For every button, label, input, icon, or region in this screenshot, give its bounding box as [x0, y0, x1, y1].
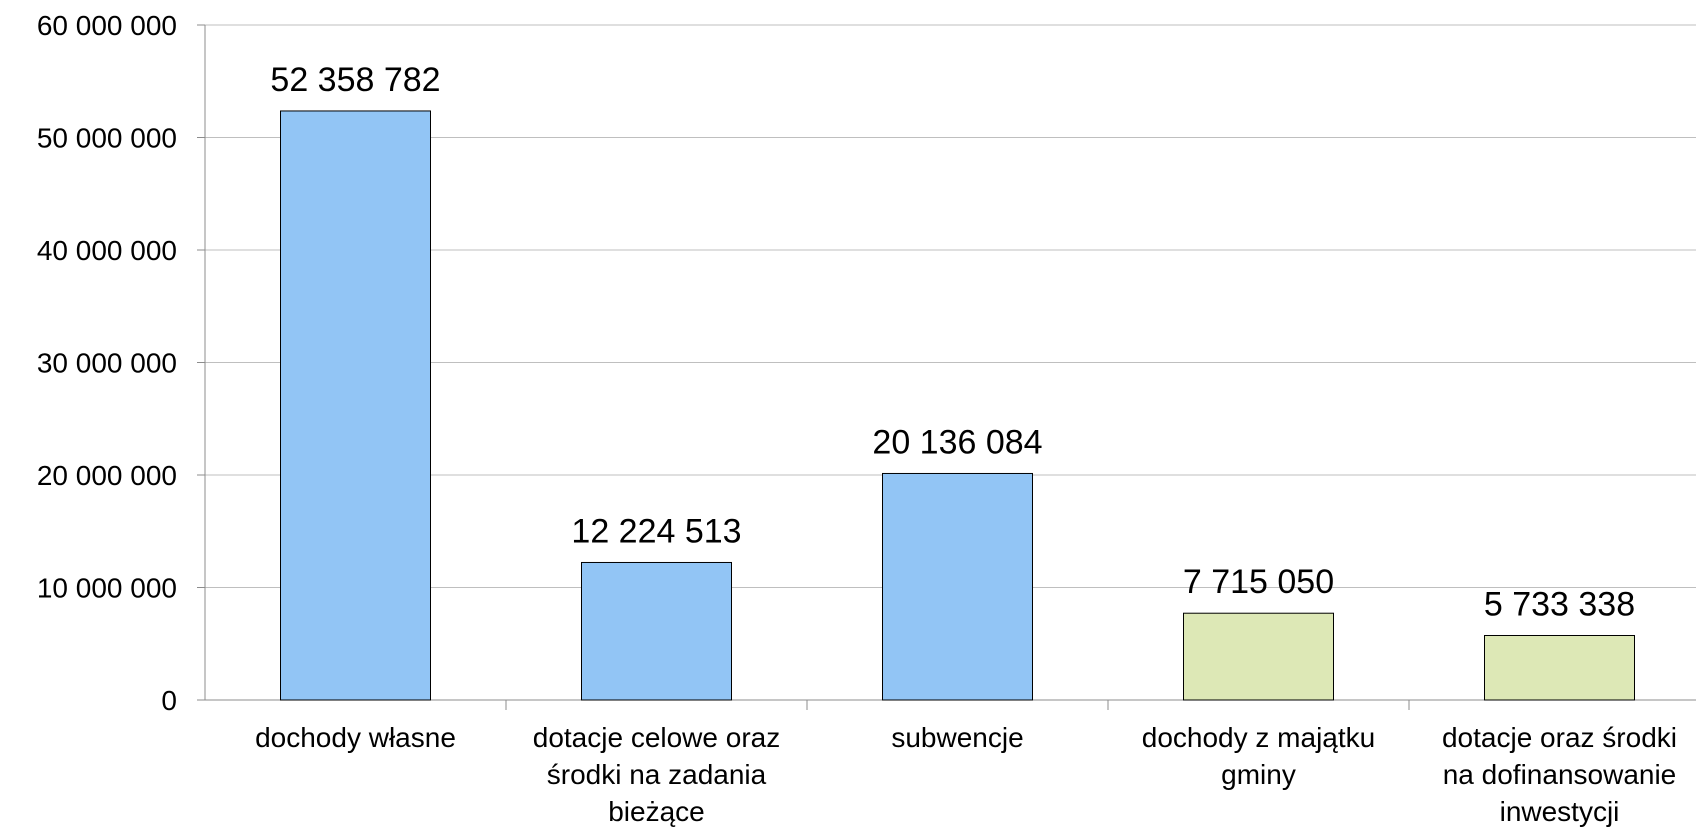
- y-tick-label: 20 000 000: [37, 460, 177, 491]
- data-label: 52 358 782: [270, 61, 440, 99]
- category-label: subwencje: [891, 722, 1023, 753]
- data-labels: 52 358 782 12 224 513 20 136 084 7 715 050 5…: [270, 61, 1635, 624]
- bar: [1484, 634, 1635, 701]
- y-tick-label: 10 000 000: [37, 573, 177, 604]
- bars: [280, 110, 1635, 701]
- category-label: dochody własne: [255, 722, 456, 753]
- category-label: dotacje celowe oraz środki na zadania bież…: [533, 722, 780, 827]
- category-labels: dochody własne dotacje celowe oraz środki …: [255, 722, 1677, 827]
- y-tick-label: 40 000 000: [37, 235, 177, 266]
- y-axis: 0 10 000 000 20 000 000 30 000 000 40 000 00…: [37, 10, 206, 716]
- category-label: dotacje oraz środki na dofinansowanie inwe…: [1442, 722, 1677, 827]
- y-tick-label: 0: [161, 685, 177, 716]
- x-axis: [205, 699, 1696, 710]
- gridlines: [205, 24, 1696, 588]
- category-label: dochody z majątku gminy: [1142, 722, 1375, 790]
- y-tick-label: 60 000 000: [37, 10, 177, 41]
- data-label: 20 136 084: [872, 423, 1042, 461]
- y-tick-label: 50 000 000: [37, 123, 177, 154]
- y-tick-label: 30 000 000: [37, 348, 177, 379]
- data-label: 12 224 513: [571, 512, 741, 550]
- data-label: 5 733 338: [1484, 585, 1635, 623]
- bar: [280, 110, 431, 701]
- bar: [1183, 612, 1334, 701]
- data-label: 7 715 050: [1183, 563, 1334, 601]
- bar: [581, 561, 732, 701]
- bar: [882, 472, 1033, 701]
